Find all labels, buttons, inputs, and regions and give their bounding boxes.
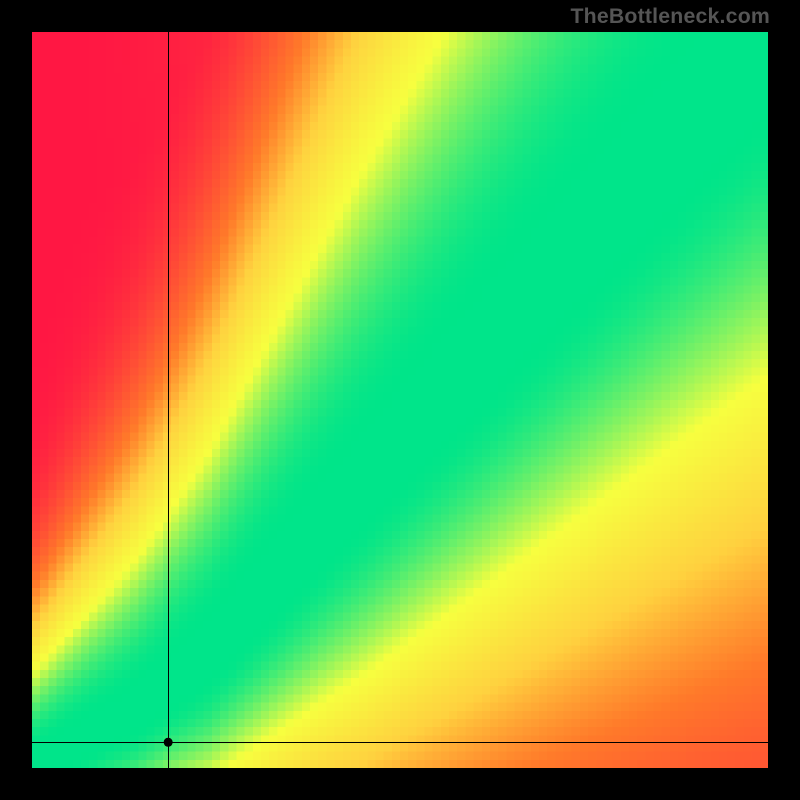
watermark-label: TheBottleneck.com bbox=[570, 4, 770, 29]
heatmap-overlay bbox=[0, 0, 800, 800]
chart-container: TheBottleneck.com bbox=[0, 0, 800, 800]
